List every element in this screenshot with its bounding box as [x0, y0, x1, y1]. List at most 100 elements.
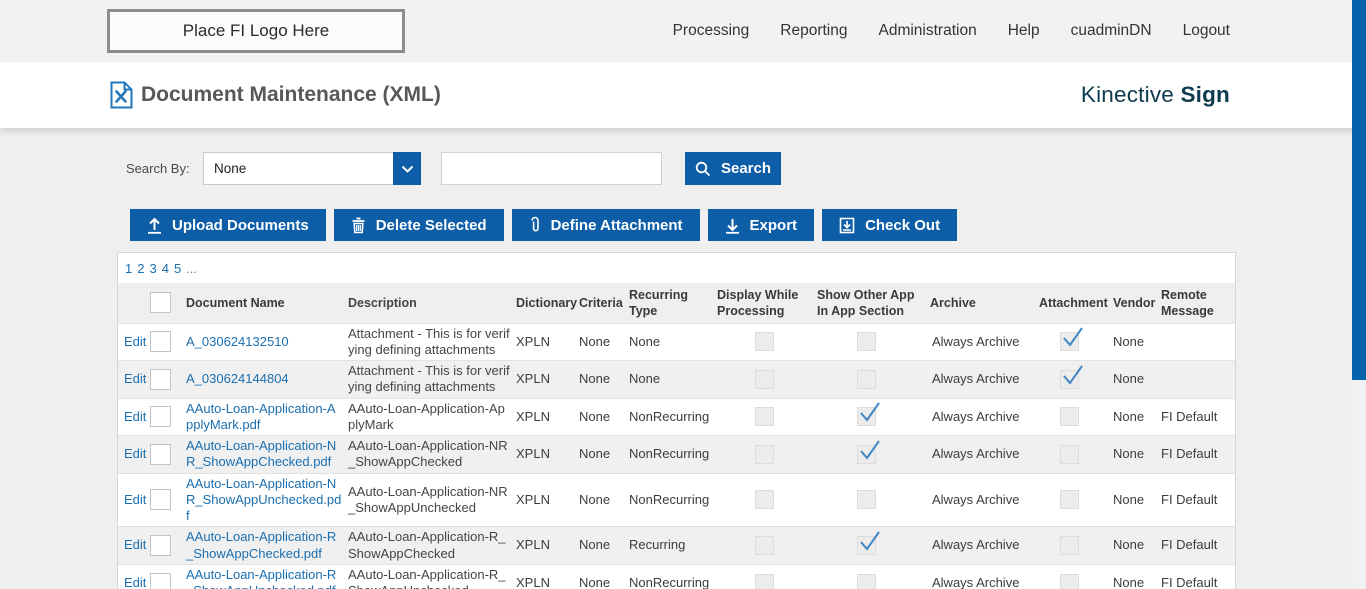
document-name-link[interactable]: A_030624132510: [186, 333, 289, 349]
delete-selected-button[interactable]: Delete Selected: [333, 209, 504, 241]
edit-link[interactable]: Edit: [124, 408, 147, 424]
column-header-show-other-app: Show Other App In App Section: [817, 287, 915, 318]
attachment-checkbox[interactable]: [1059, 573, 1079, 589]
upload-documents-button[interactable]: Upload Documents: [130, 209, 326, 241]
row-select-checkbox[interactable]: [150, 406, 171, 428]
search-by-label: Search By:: [126, 161, 190, 176]
search-by-select[interactable]: None: [203, 152, 421, 185]
page-link-5[interactable]: 5: [173, 260, 182, 276]
vendor-cell: None: [1113, 537, 1145, 553]
page-link-4[interactable]: 4: [161, 260, 169, 276]
search-by-selected-value: None: [214, 161, 247, 176]
select-all-checkbox[interactable]: [150, 292, 171, 314]
row-select-checkbox[interactable]: [150, 443, 171, 465]
attachment-checkbox[interactable]: [1059, 327, 1083, 352]
export-button[interactable]: Export: [707, 209, 815, 241]
nav-item-processing[interactable]: Processing: [672, 22, 750, 39]
recurring-type-cell: None: [629, 333, 661, 349]
paperclip-icon: [529, 216, 541, 234]
search-input[interactable]: [441, 152, 662, 185]
nav-item-reporting[interactable]: Reporting: [780, 22, 848, 39]
dictionary-cell: XPLN: [516, 537, 550, 553]
row-select-checkbox[interactable]: [150, 535, 171, 556]
remote-message-cell: [1151, 323, 1235, 361]
show-other-app-checkbox[interactable]: [857, 490, 876, 510]
criteria-cell: None: [579, 371, 611, 387]
row-select-checkbox[interactable]: [150, 572, 171, 589]
criteria-cell: None: [579, 446, 611, 462]
page-link-3[interactable]: 3: [149, 260, 157, 276]
criteria-cell: None: [579, 408, 611, 424]
show-other-app-checkbox[interactable]: [857, 369, 876, 389]
table-row: Edit A_030624132510 Attachment - This is…: [118, 323, 1235, 361]
column-header-description: Description: [348, 295, 417, 310]
edit-link[interactable]: Edit: [124, 537, 147, 553]
fi-logo-text: Place FI Logo Here: [182, 21, 330, 40]
export-label: Export: [749, 216, 798, 234]
row-select-checkbox[interactable]: [150, 489, 171, 511]
archive-cell: Always Archive: [932, 333, 1020, 349]
display-while-processing-checkbox[interactable]: [754, 444, 774, 464]
vertical-scrollbar[interactable]: [1352, 0, 1366, 589]
show-other-app-checkbox[interactable]: [857, 402, 880, 427]
column-header-remote-message: Remote Message: [1161, 287, 1214, 318]
document-name-link[interactable]: AAuto-Loan-Application-R_ShowAppUnchecke…: [186, 566, 337, 589]
document-name-link[interactable]: A_030624144804: [186, 371, 289, 387]
row-select-checkbox[interactable]: [150, 331, 171, 353]
display-while-processing-checkbox[interactable]: [754, 490, 774, 510]
document-name-link[interactable]: AAuto-Loan-Application-ApplyMark.pdf: [186, 400, 336, 432]
document-name-link[interactable]: AAuto-Loan-Application-R_ShowAppChecked.…: [186, 529, 337, 561]
attachment-checkbox[interactable]: [1059, 444, 1079, 464]
column-header-dictionary: Dictionary: [516, 295, 578, 310]
display-while-processing-checkbox[interactable]: [754, 332, 774, 352]
row-select-checkbox[interactable]: [150, 368, 171, 390]
remote-message-cell: FI Default: [1161, 408, 1218, 424]
criteria-cell: None: [579, 333, 611, 349]
define-attachment-button[interactable]: Define Attachment: [511, 209, 700, 241]
table-row: Edit AAuto-Loan-Application-NR_ShowAppUn…: [118, 473, 1235, 527]
page-link-ellipsis[interactable]: ...: [186, 260, 198, 276]
recurring-type-cell: NonRecurring: [629, 408, 710, 424]
description-cell: AAuto-Loan-Application-R_ShowAppChecked: [348, 529, 506, 561]
nav-item-administration[interactable]: Administration: [878, 22, 977, 39]
recurring-type-cell: NonRecurring: [629, 446, 710, 462]
nav-item-help[interactable]: Help: [1007, 22, 1040, 39]
archive-cell: Always Archive: [932, 491, 1020, 507]
vendor-cell: None: [1113, 574, 1145, 589]
vendor-cell: None: [1113, 446, 1145, 462]
document-name-link[interactable]: AAuto-Loan-Application-NR_ShowAppUncheck…: [186, 475, 342, 524]
show-other-app-checkbox[interactable]: [857, 440, 880, 464]
display-while-processing-checkbox[interactable]: [754, 369, 774, 389]
show-other-app-checkbox[interactable]: [857, 332, 876, 352]
document-maintenance-icon: [110, 81, 133, 109]
edit-link[interactable]: Edit: [124, 333, 147, 349]
attachment-checkbox[interactable]: [1059, 490, 1079, 510]
edit-link[interactable]: Edit: [124, 574, 147, 589]
display-while-processing-checkbox[interactable]: [754, 573, 774, 589]
edit-link[interactable]: Edit: [124, 491, 147, 507]
search-button[interactable]: Search: [685, 152, 781, 185]
nav-item-username[interactable]: cuadminDN: [1070, 22, 1152, 39]
edit-link[interactable]: Edit: [124, 371, 147, 387]
nav-item-logout[interactable]: Logout: [1182, 22, 1230, 39]
display-while-processing-checkbox[interactable]: [754, 536, 774, 555]
vendor-cell: None: [1113, 371, 1145, 387]
check-out-button[interactable]: Check Out: [822, 209, 958, 241]
attachment-checkbox[interactable]: [1059, 536, 1079, 555]
document-name-link[interactable]: AAuto-Loan-Application-NR_ShowAppChecked…: [186, 438, 337, 470]
show-other-app-checkbox[interactable]: [857, 531, 880, 555]
scrollbar-thumb[interactable]: [1352, 0, 1366, 380]
display-while-processing-checkbox[interactable]: [754, 407, 774, 427]
archive-cell: Always Archive: [932, 446, 1020, 462]
remote-message-cell: FI Default: [1161, 446, 1218, 462]
edit-link[interactable]: Edit: [124, 446, 147, 462]
page-link-2[interactable]: 2: [137, 260, 145, 276]
attachment-checkbox[interactable]: [1059, 407, 1079, 427]
description-cell: Attachment - This is for verifying defin…: [348, 363, 510, 395]
show-other-app-checkbox[interactable]: [857, 573, 876, 589]
chevron-down-icon[interactable]: [393, 152, 421, 185]
criteria-cell: None: [579, 537, 611, 553]
documents-table-panel: 1 2 3 4 5 ... Document Name Description …: [117, 252, 1236, 589]
attachment-checkbox[interactable]: [1059, 365, 1083, 389]
page-link-1[interactable]: 1: [125, 260, 133, 276]
